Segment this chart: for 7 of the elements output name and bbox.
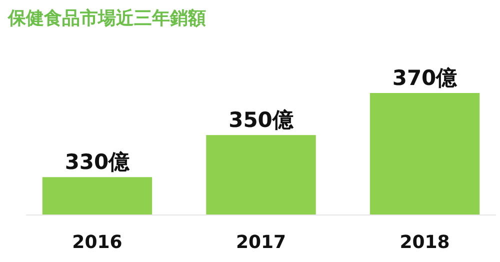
data-label: 330億 [64, 150, 131, 174]
x-tick-label: 2016 [72, 232, 122, 253]
chart-title: 保健食品市場近三年銷額 [7, 8, 206, 29]
x-tick-label: 2017 [236, 232, 286, 253]
x-tick-label: 2018 [400, 232, 450, 253]
data-label: 350億 [228, 108, 294, 132]
data-label: 370億 [392, 66, 458, 90]
